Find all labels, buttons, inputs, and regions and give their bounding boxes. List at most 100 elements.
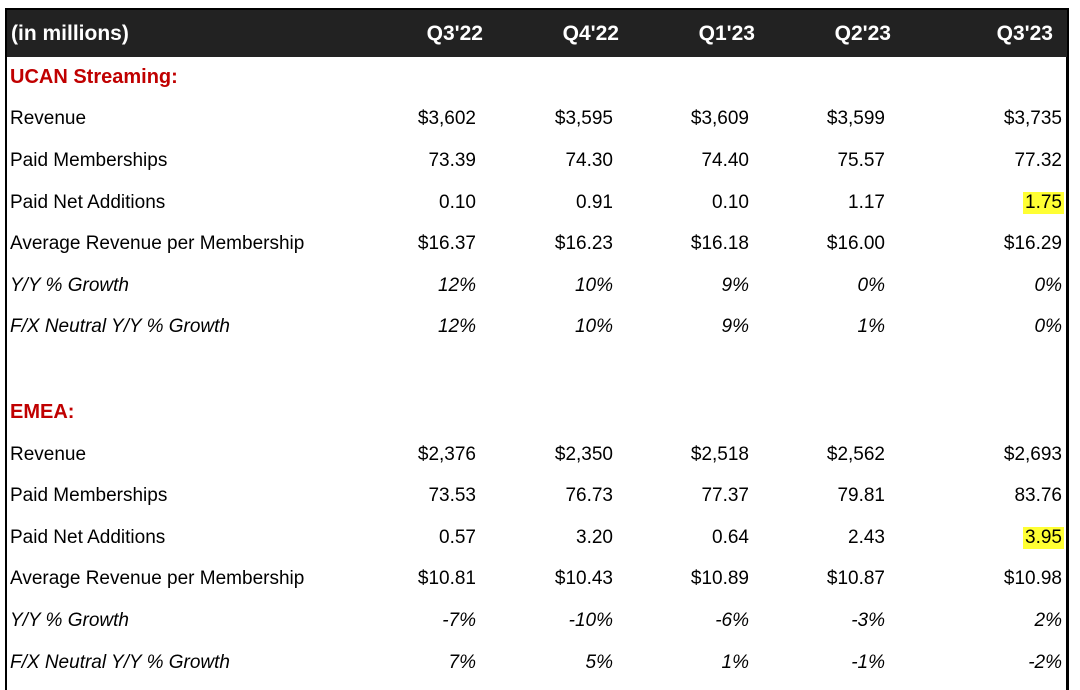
value-cell: 74.30 (523, 140, 659, 182)
cell-value: 0.10 (439, 191, 476, 213)
value-cell: $3,609 (659, 99, 795, 141)
table-row: Paid Net Additions 0.57 3.20 0.64 2.43 3.95 (7, 517, 1067, 559)
cell-value: 83.76 (1014, 485, 1062, 507)
value-cell: $2,350 (523, 434, 659, 476)
value-cell: $3,735 (931, 99, 1067, 141)
quarter-header: Q1'23 (659, 10, 795, 57)
value-cell: 75.57 (795, 140, 931, 182)
table-row: F/X Neutral Y/Y % Growth 12% 10% 9% 1% 0% (7, 307, 1067, 349)
value-cell: $2,693 (931, 434, 1067, 476)
section-title: UCAN Streaming: (10, 66, 178, 89)
header-row: (in millions) Q3'22 Q4'22 Q1'23 Q2'23 Q3… (7, 10, 1067, 57)
cell-value: $3,595 (554, 108, 613, 130)
cell-value: 1.17 (848, 191, 885, 213)
table-row: Y/Y % Growth 12% 10% 9% 0% 0% (7, 265, 1067, 307)
value-cell: 74.40 (659, 140, 795, 182)
value-cell: 12% (387, 307, 523, 349)
value-cell: 0% (795, 265, 931, 307)
value-cell: -1% (795, 642, 931, 684)
value-cell: -3% (795, 600, 931, 642)
cell-value: 74.40 (701, 149, 749, 171)
cell-value: $16.29 (1003, 233, 1062, 255)
value-cell: 0% (931, 265, 1067, 307)
value-cell: $16.37 (387, 223, 523, 265)
value-cell: 77.32 (931, 140, 1067, 182)
cell-value: 9% (721, 274, 749, 296)
value-cell: 1.75 (931, 182, 1067, 224)
cell-value: -7% (442, 609, 476, 631)
value-cell: $10.89 (659, 559, 795, 601)
table-row: Revenue $3,602 $3,595 $3,609 $3,599 $3,735 (7, 99, 1067, 141)
value-cell: 0.10 (659, 182, 795, 224)
row-label: F/X Neutral Y/Y % Growth (10, 651, 230, 673)
value-cell: $3,599 (795, 99, 931, 141)
value-cell: 79.81 (795, 475, 931, 517)
value-cell: $10.81 (387, 559, 523, 601)
section-header-row: EMEA: (7, 392, 1067, 434)
units-label: (in millions) (7, 10, 387, 57)
value-cell: 77.37 (659, 475, 795, 517)
row-label: Revenue (10, 443, 87, 465)
cell-value: 0.57 (439, 526, 476, 548)
value-cell: 2.43 (795, 517, 931, 559)
quarter-header: Q4'22 (523, 10, 659, 57)
cell-value: 79.81 (837, 485, 885, 507)
row-label: F/X Neutral Y/Y % Growth (10, 316, 230, 338)
value-cell: $2,562 (795, 434, 931, 476)
financial-table-sheet: (in millions) Q3'22 Q4'22 Q1'23 Q2'23 Q3… (5, 8, 1069, 690)
cell-value: $3,609 (690, 108, 749, 130)
cell-value: -10% (568, 609, 613, 631)
table-row: Paid Net Additions 0.10 0.91 0.10 1.17 1.75 (7, 182, 1067, 224)
value-cell: 0.64 (659, 517, 795, 559)
cell-value: 12% (437, 316, 476, 338)
value-cell: $3,595 (523, 99, 659, 141)
section-spacer (7, 348, 1067, 392)
value-cell: 1% (795, 307, 931, 349)
row-label: Average Revenue per Membership (10, 233, 305, 255)
cell-value: $2,693 (1003, 443, 1062, 465)
quarter-header: Q3'22 (387, 10, 523, 57)
value-cell: $10.87 (795, 559, 931, 601)
cell-value: $16.00 (826, 233, 885, 255)
cell-value: 74.30 (565, 149, 613, 171)
cell-value: 12% (437, 274, 476, 296)
value-cell: 12% (387, 265, 523, 307)
cell-value: 0% (857, 274, 885, 296)
cell-value: $10.81 (417, 568, 476, 590)
value-cell: $16.29 (931, 223, 1067, 265)
cell-value: $16.23 (554, 233, 613, 255)
value-cell: 9% (659, 265, 795, 307)
value-cell: 83.76 (931, 475, 1067, 517)
row-label: Revenue (10, 108, 87, 130)
value-cell: $16.00 (795, 223, 931, 265)
cell-value: 73.39 (428, 149, 476, 171)
cell-value: 73.53 (428, 485, 476, 507)
cell-value: 77.32 (1014, 149, 1062, 171)
cell-value: $2,350 (554, 443, 613, 465)
value-cell: 73.53 (387, 475, 523, 517)
value-cell: $3,602 (387, 99, 523, 141)
value-cell: 0% (931, 307, 1067, 349)
cell-value: $2,562 (826, 443, 885, 465)
highlighted-value: 1.75 (1023, 191, 1064, 214)
table-row: F/X Neutral Y/Y % Growth 7% 5% 1% -1% -2% (7, 642, 1067, 684)
cell-value: -6% (715, 609, 749, 631)
table-row: Average Revenue per Membership $16.37 $16.… (7, 223, 1067, 265)
quarter-header: Q3'23 (931, 10, 1067, 57)
row-label: Y/Y % Growth (10, 609, 129, 631)
cell-value: 10% (574, 316, 613, 338)
cell-value: 76.73 (565, 485, 613, 507)
cell-value: $10.43 (554, 568, 613, 590)
cell-value: 2% (1034, 609, 1062, 631)
row-label: Y/Y % Growth (10, 274, 129, 296)
value-cell: $16.18 (659, 223, 795, 265)
highlighted-value: 3.95 (1023, 526, 1064, 549)
cell-value: $2,518 (690, 443, 749, 465)
value-cell: 7% (387, 642, 523, 684)
table-row: Paid Memberships 73.53 76.73 77.37 79.81 83.7… (7, 475, 1067, 517)
value-cell: 0.10 (387, 182, 523, 224)
cell-value: $10.98 (1003, 568, 1062, 590)
cell-value: 3.20 (576, 526, 613, 548)
cell-value: $16.18 (690, 233, 749, 255)
membership-metrics-table: (in millions) Q3'22 Q4'22 Q1'23 Q2'23 Q3… (7, 10, 1067, 683)
